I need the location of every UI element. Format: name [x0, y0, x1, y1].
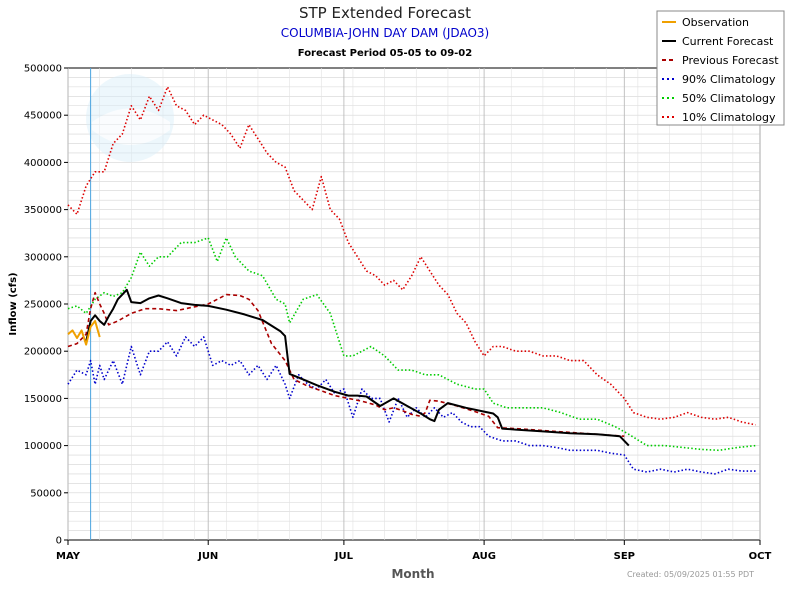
series-line-observation — [67, 320, 101, 346]
legend: Observation Current Forecast Previous Fore… — [656, 10, 785, 126]
y-tick-label: 0 — [56, 536, 62, 547]
legend-label: Previous Forecast — [682, 54, 779, 67]
y-tick-label: 350000 — [24, 205, 62, 216]
legend-label: 90% Climatology — [682, 73, 776, 86]
created-stamp: Created: 05/09/2025 01:55 PDT — [627, 570, 754, 579]
y-tick-label: 300000 — [24, 252, 62, 263]
y-tick-label: 500000 — [24, 64, 62, 75]
x-tick-label: SEP — [614, 551, 635, 562]
series-line-90-climatology — [67, 336, 756, 475]
y-axis-ticks: 0 50000 100000 150000 200000 250000 300000 3500… — [24, 64, 68, 547]
forecast-period: Forecast Period 05-05 to 09-02 — [298, 48, 473, 59]
legend-label: Current Forecast — [682, 35, 774, 48]
legend-label: 10% Climatology — [682, 111, 776, 124]
legend-label: Observation — [682, 16, 749, 29]
x-tick-label: MAY — [56, 551, 81, 562]
x-axis-ticks: MAY JUN JUL AUG SEP OCT — [56, 540, 772, 562]
y-tick-label: 50000 — [30, 488, 62, 499]
series-layer — [67, 86, 756, 475]
y-tick-label: 150000 — [24, 394, 62, 405]
series-line-previous-forecast — [67, 291, 625, 437]
chart-subtitle: COLUMBIA-JOHN DAY DAM (JDAO3) — [281, 26, 489, 40]
series-line-10-climatology — [67, 86, 756, 426]
noaa-logo-watermark — [86, 74, 174, 162]
x-tick-label: JUN — [197, 551, 218, 562]
y-tick-label: 400000 — [24, 158, 62, 169]
chart-title: STP Extended Forecast — [299, 4, 471, 22]
y-tick-label: 450000 — [24, 111, 62, 122]
legend-items: Observation Current Forecast Previous Fore… — [662, 16, 779, 124]
y-tick-label: 200000 — [24, 347, 62, 358]
y-tick-label: 250000 — [24, 300, 62, 311]
y-axis-title: Inflow (cfs) — [8, 272, 19, 335]
y-tick-label: 100000 — [24, 441, 62, 452]
legend-box — [656, 10, 785, 126]
x-tick-label: AUG — [472, 551, 496, 562]
x-tick-label: OCT — [749, 551, 772, 562]
x-tick-label: JUL — [334, 551, 354, 562]
x-axis-title: Month — [391, 567, 434, 581]
legend-label: 50% Climatology — [682, 92, 776, 105]
series-line-current-forecast — [85, 288, 630, 447]
grid-layer — [67, 68, 761, 540]
